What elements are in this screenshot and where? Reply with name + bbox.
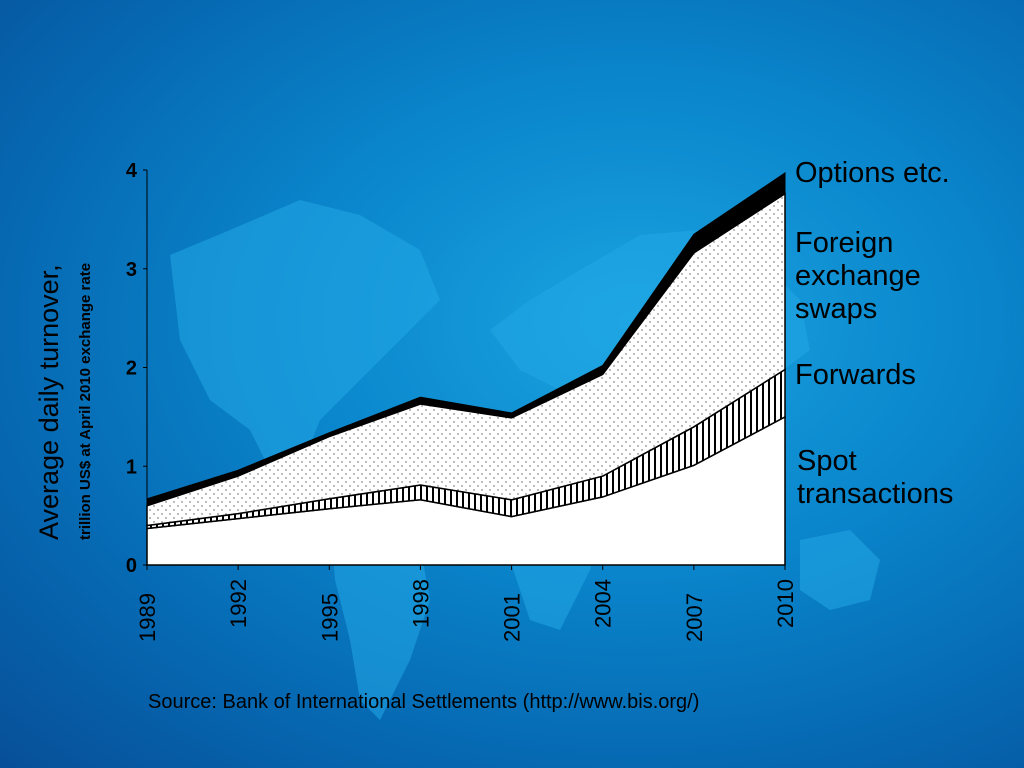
legend-label-spot-transactions: Spot transactions: [797, 445, 953, 510]
y-axis-label: Average daily turnover,: [34, 264, 64, 540]
legend-line: Spot: [797, 445, 857, 477]
x-tick-label: 1992: [226, 579, 251, 628]
y-tick-label: 1: [126, 456, 137, 478]
legend-line: exchange: [795, 260, 921, 292]
stacked-areas: [146, 172, 786, 566]
legend-line: Options etc.: [795, 157, 950, 189]
legend-line: swaps: [795, 293, 877, 325]
x-tick-label: 1998: [408, 579, 433, 628]
source-note: Source: Bank of International Settlement…: [148, 691, 699, 713]
y-tick-label: 2: [126, 358, 137, 380]
legend-line: Forwards: [795, 359, 916, 391]
area-series-options-etc: [146, 172, 786, 507]
y-axis-sublabel: trillion US$ at April 2010 exchange rate: [77, 263, 94, 540]
turnover-chart: 0 1 2 3 4 1989 1992 1995 1998 2001 2004 2007 2010 A…: [34, 157, 953, 642]
series-labels: Spot transactions Forwards Foreign exchange s…: [795, 157, 953, 510]
x-tick-label: 2010: [773, 579, 798, 628]
legend-label-foreign-exchange-swaps: Foreign exchange swaps: [795, 227, 921, 325]
y-tick-label: 4: [126, 160, 138, 182]
legend-label-forwards: Forwards: [795, 359, 916, 391]
x-tick-label: 1995: [317, 593, 342, 642]
x-tick-label: 2004: [591, 579, 616, 628]
y-tick-label: 3: [126, 259, 137, 281]
legend-line: transactions: [797, 478, 953, 510]
x-tick-label: 1989: [135, 593, 160, 642]
legend-label-options-etc: Options etc.: [795, 157, 950, 189]
legend-line: Foreign: [795, 227, 893, 259]
x-tick-label: 2007: [682, 593, 707, 642]
y-axis-ticks: 0 1 2 3 4: [126, 160, 147, 577]
y-axis-title: Average daily turnover,: [34, 264, 64, 540]
y-axis-subtitle: trillion US$ at April 2010 exchange rate: [77, 263, 94, 540]
y-tick-label: 0: [126, 555, 137, 577]
x-tick-label: 2001: [500, 593, 525, 642]
x-axis-ticks: 1989 1992 1995 1998 2001 2004 2007 2010: [135, 565, 798, 642]
